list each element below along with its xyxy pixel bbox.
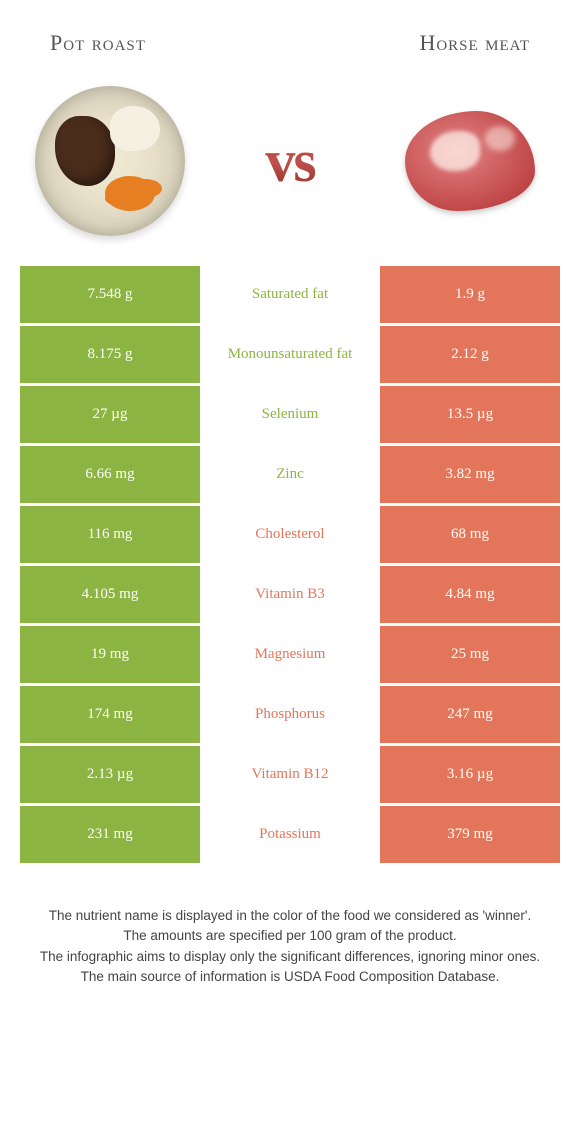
table-row: 174 mgPhosphorus247 mg	[20, 686, 560, 743]
nutrient-label: Vitamin B12	[200, 746, 380, 803]
value-left: 8.175 g	[20, 326, 200, 383]
table-row: 6.66 mgZinc3.82 mg	[20, 446, 560, 503]
value-left: 27 µg	[20, 386, 200, 443]
table-row: 8.175 gMonounsaturated fat2.12 g	[20, 326, 560, 383]
value-left: 19 mg	[20, 626, 200, 683]
value-right: 3.16 µg	[380, 746, 560, 803]
header: Pot roast Horse meat	[0, 0, 580, 66]
value-right: 68 mg	[380, 506, 560, 563]
nutrient-label: Phosphorus	[200, 686, 380, 743]
table-row: 116 mgCholesterol68 mg	[20, 506, 560, 563]
value-right: 379 mg	[380, 806, 560, 863]
table-row: 7.548 gSaturated fat1.9 g	[20, 266, 560, 323]
value-right: 4.84 mg	[380, 566, 560, 623]
vs-label: vs	[265, 127, 314, 196]
value-right: 2.12 g	[380, 326, 560, 383]
nutrient-label: Zinc	[200, 446, 380, 503]
nutrient-label: Vitamin B3	[200, 566, 380, 623]
table-row: 27 µgSelenium13.5 µg	[20, 386, 560, 443]
value-right: 13.5 µg	[380, 386, 560, 443]
title-left: Pot roast	[50, 30, 146, 56]
value-left: 116 mg	[20, 506, 200, 563]
value-left: 7.548 g	[20, 266, 200, 323]
value-right: 25 mg	[380, 626, 560, 683]
value-left: 174 mg	[20, 686, 200, 743]
value-right: 1.9 g	[380, 266, 560, 323]
images-row: vs	[0, 66, 580, 266]
footer-line: The main source of information is USDA F…	[25, 967, 555, 987]
table-row: 4.105 mgVitamin B34.84 mg	[20, 566, 560, 623]
nutrient-label: Magnesium	[200, 626, 380, 683]
value-right: 247 mg	[380, 686, 560, 743]
nutrient-label: Cholesterol	[200, 506, 380, 563]
nutrient-label: Potassium	[200, 806, 380, 863]
nutrient-label: Monounsaturated fat	[200, 326, 380, 383]
table-row: 19 mgMagnesium25 mg	[20, 626, 560, 683]
title-right: Horse meat	[419, 30, 530, 56]
pot-roast-image	[30, 81, 190, 241]
footer-notes: The nutrient name is displayed in the co…	[0, 866, 580, 987]
value-left: 231 mg	[20, 806, 200, 863]
nutrient-label: Selenium	[200, 386, 380, 443]
footer-line: The infographic aims to display only the…	[25, 947, 555, 967]
table-row: 2.13 µgVitamin B123.16 µg	[20, 746, 560, 803]
value-left: 4.105 mg	[20, 566, 200, 623]
nutrient-label: Saturated fat	[200, 266, 380, 323]
nutrient-table: 7.548 gSaturated fat1.9 g8.175 gMonounsa…	[0, 266, 580, 863]
value-left: 2.13 µg	[20, 746, 200, 803]
table-row: 231 mgPotassium379 mg	[20, 806, 560, 863]
value-left: 6.66 mg	[20, 446, 200, 503]
footer-line: The nutrient name is displayed in the co…	[25, 906, 555, 926]
footer-line: The amounts are specified per 100 gram o…	[25, 926, 555, 946]
horse-meat-image	[390, 81, 550, 241]
value-right: 3.82 mg	[380, 446, 560, 503]
